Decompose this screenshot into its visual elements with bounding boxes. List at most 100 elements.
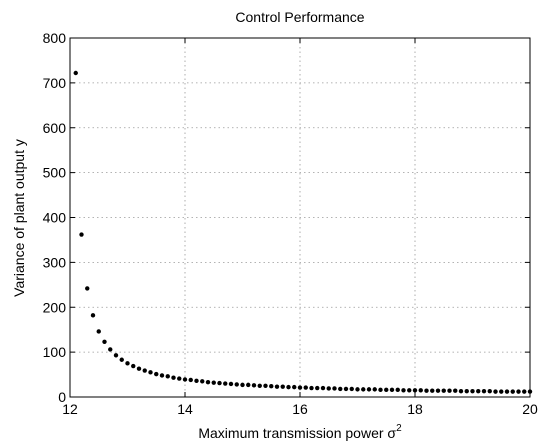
data-point: [211, 380, 216, 385]
data-point: [136, 366, 142, 371]
y-tick-label: 400: [43, 210, 67, 226]
x-axis-label: Maximum transmission power σ2: [198, 423, 402, 441]
y-tick-label: 300: [43, 254, 67, 270]
data-point: [240, 382, 245, 388]
data-point: [102, 339, 107, 345]
x-tick-label: 20: [522, 401, 538, 417]
data-point: [464, 388, 469, 394]
data-point: [481, 388, 487, 394]
data-point: [355, 387, 360, 392]
x-tick-label: 16: [292, 401, 308, 417]
data-point: [458, 388, 464, 394]
data-point: [125, 361, 130, 366]
data-point: [332, 386, 337, 391]
data-point: [297, 385, 303, 390]
data-point: [435, 388, 441, 393]
data-point: [430, 388, 435, 393]
data-point: [527, 389, 533, 394]
data-point: [194, 378, 199, 384]
data-point: [453, 388, 458, 393]
data-point: [493, 389, 498, 394]
x-axis-label-text: Maximum transmission power σ: [198, 425, 396, 441]
data-point: [165, 374, 170, 379]
y-axis-label: Variance of plant output y: [11, 139, 27, 297]
data-point: [292, 384, 297, 390]
data-point: [487, 388, 492, 394]
data-point: [447, 388, 452, 393]
data-point: [171, 375, 176, 380]
data-point: [516, 389, 521, 394]
data-point: [510, 389, 515, 394]
data-point: [79, 232, 84, 237]
data-point: [303, 385, 308, 390]
data-point: [182, 377, 188, 382]
y-tick-label: 200: [43, 299, 67, 315]
data-point: [205, 379, 211, 385]
y-tick-label: 800: [43, 30, 67, 46]
data-point: [113, 353, 119, 358]
y-tick-label: 600: [43, 120, 67, 136]
data-point: [470, 388, 475, 394]
data-point: [424, 388, 429, 393]
data-point: [361, 387, 366, 392]
y-tick-label: 100: [43, 344, 67, 360]
y-tick-label: 500: [43, 165, 67, 181]
data-point: [343, 386, 349, 392]
data-point: [349, 386, 354, 392]
data-point: [384, 387, 389, 393]
data-point: [90, 313, 96, 318]
data-point: [217, 380, 222, 386]
data-point: [251, 383, 257, 388]
data-point: [326, 386, 331, 391]
data-point: [188, 377, 193, 383]
data-point: [378, 387, 383, 393]
data-point: [366, 387, 372, 392]
data-point: [257, 383, 262, 388]
data-point: [269, 384, 274, 389]
data-point: [228, 381, 234, 387]
data-point: [85, 286, 90, 291]
data-point: [499, 389, 504, 394]
data-point: [441, 388, 446, 393]
data-point: [315, 385, 320, 391]
data-point: [418, 388, 423, 393]
data-point: [246, 382, 251, 388]
data-point: [286, 384, 291, 390]
data-point: [73, 70, 78, 76]
y-tick-label: 700: [43, 75, 67, 91]
y-tick-label: 0: [58, 389, 66, 405]
data-point: [338, 386, 343, 392]
data-point: [320, 385, 326, 391]
data-point: [401, 388, 406, 393]
chart-title: Control Performance: [235, 9, 364, 25]
data-point: [309, 385, 314, 391]
data-point: [108, 347, 113, 352]
data-point: [395, 387, 400, 393]
grid-lines: [70, 38, 530, 397]
x-tick-label: 14: [177, 401, 193, 417]
data-point: [389, 387, 395, 393]
data-point: [412, 388, 418, 393]
data-point: [274, 384, 280, 389]
x-tick-label: 12: [62, 401, 78, 417]
data-point: [96, 329, 101, 334]
data-point: [372, 387, 377, 392]
data-point: [177, 376, 182, 381]
data-point: [280, 384, 285, 389]
data-point: [234, 382, 239, 387]
data-point: [159, 373, 165, 378]
data-point: [476, 388, 481, 394]
data-point: [504, 389, 510, 394]
x-tick-label: 18: [407, 401, 423, 417]
data-point: [200, 379, 205, 384]
data-points: [73, 70, 533, 394]
data-point: [131, 363, 136, 369]
data-point: [154, 371, 159, 377]
data-point: [142, 368, 147, 373]
data-point: [119, 357, 124, 362]
data-point: [522, 389, 527, 394]
data-point: [148, 370, 153, 375]
data-point: [407, 388, 412, 393]
